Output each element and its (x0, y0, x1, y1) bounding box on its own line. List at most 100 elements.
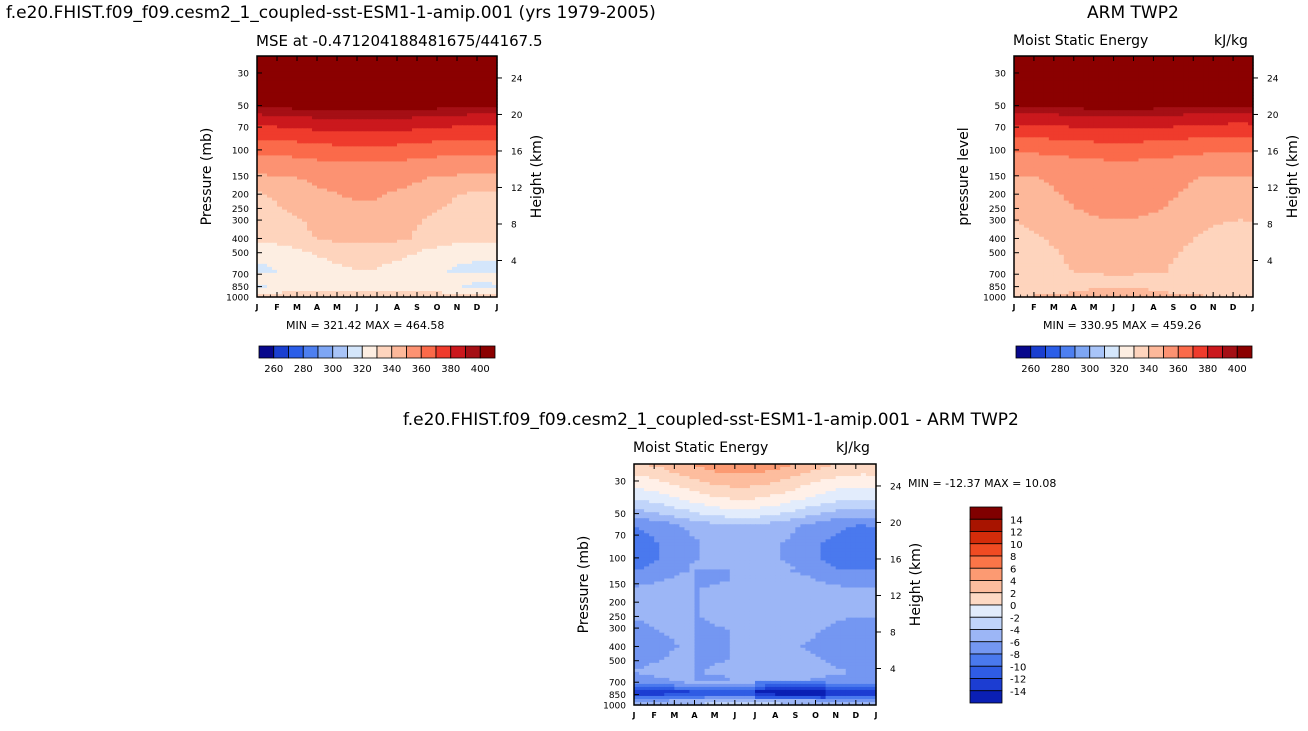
heatmap-cell (487, 215, 493, 220)
heatmap-cell (262, 68, 268, 72)
heatmap-cell (332, 173, 338, 178)
heatmap-cell (352, 203, 358, 208)
heatmap-cell (262, 59, 268, 63)
heatmap-cell (432, 59, 438, 63)
heatmap-cell (317, 68, 323, 72)
heatmap-cell (332, 98, 338, 102)
heatmap-cell (452, 116, 458, 120)
heatmap-cell (312, 146, 318, 150)
heatmap-cell (292, 134, 298, 138)
heatmap-cell (487, 83, 493, 87)
heatmap-cell (482, 59, 488, 63)
heatmap-cell (302, 152, 308, 157)
heatmap-cell (482, 164, 488, 169)
heatmap-cell (262, 188, 268, 193)
heatmap-cell (302, 182, 308, 187)
heatmap-cell (397, 104, 403, 108)
heatmap-cell (277, 86, 283, 90)
heatmap-cell (387, 107, 393, 111)
heatmap-cell (272, 74, 278, 78)
heatmap-cell (322, 164, 328, 169)
heatmap-cell (297, 107, 303, 111)
heatmap-cell (362, 122, 368, 126)
heatmap-cell (477, 164, 483, 169)
heatmap-cell (372, 113, 378, 117)
heatmap-cell (382, 104, 388, 108)
heatmap-cell (347, 110, 353, 114)
heatmap-cell (437, 143, 443, 147)
heatmap-cell (272, 77, 278, 81)
heatmap-cell (492, 206, 498, 211)
heatmap-cell (262, 92, 268, 96)
heatmap-cell (432, 65, 438, 69)
heatmap-cell (467, 134, 473, 138)
diff-subtitle-right: kJ/kg (836, 440, 870, 456)
heatmap-cell (322, 92, 328, 96)
heatmap-cell (477, 182, 483, 187)
heatmap-cell (357, 131, 363, 135)
heatmap-cell (417, 68, 423, 72)
heatmap-cell (262, 80, 268, 84)
heatmap-cell (362, 167, 368, 172)
heatmap-cell (312, 191, 318, 196)
heatmap-cell (352, 116, 358, 120)
heatmap-cell (322, 158, 328, 163)
heatmap-cell (407, 59, 413, 63)
heatmap-cell (282, 203, 288, 208)
heatmap-cell (447, 146, 453, 150)
heatmap-cell (327, 170, 333, 175)
heatmap-cell (282, 110, 288, 114)
heatmap-cell (407, 80, 413, 84)
heatmap-cell (467, 179, 473, 184)
heatmap-cell (407, 203, 413, 208)
heatmap-cell (462, 71, 468, 75)
heatmap-cell (337, 161, 343, 166)
heatmap-cell (282, 80, 288, 84)
heatmap-cell (397, 110, 403, 114)
heatmap-cell (297, 179, 303, 184)
heatmap-cell (442, 131, 448, 135)
x-tick-label: A (314, 303, 321, 312)
heatmap-cell (367, 98, 373, 102)
heatmap-cell (487, 158, 493, 163)
heatmap-cell (477, 68, 483, 72)
heatmap-cell (352, 170, 358, 175)
heatmap-cell (287, 170, 293, 175)
heatmap-cell (257, 83, 263, 87)
heatmap-cell (262, 167, 268, 172)
heatmap-cell (377, 89, 383, 93)
heatmap-cell (322, 197, 328, 202)
heatmap-cell (447, 170, 453, 175)
heatmap-cell (367, 182, 373, 187)
heatmap-cell (277, 185, 283, 190)
heatmap-cell (322, 71, 328, 75)
heatmap-cell (382, 215, 388, 220)
heatmap-cell (382, 170, 388, 175)
heatmap-cell (482, 218, 488, 223)
heatmap-cell (417, 152, 423, 157)
heatmap-cell (257, 179, 263, 184)
heatmap-cell (327, 215, 333, 220)
heatmap-cell (287, 218, 293, 223)
heatmap-cell (382, 128, 388, 132)
heatmap-cell (322, 104, 328, 108)
heatmap-cell (357, 182, 363, 187)
heatmap-cell (372, 206, 378, 211)
heatmap-cell (412, 218, 418, 223)
heatmap-cell (352, 167, 358, 172)
heatmap-cell (327, 143, 333, 147)
heatmap-cell (407, 146, 413, 150)
heatmap-cell (392, 212, 398, 217)
heatmap-cell (362, 218, 368, 223)
heatmap-cell (397, 194, 403, 199)
heatmap-cell (432, 197, 438, 202)
heatmap-cell (342, 143, 348, 147)
heatmap-cell (402, 152, 408, 157)
heatmap-cell (312, 65, 318, 69)
heatmap-cell (462, 59, 468, 63)
heatmap-cell (402, 71, 408, 75)
heatmap-cell (272, 95, 278, 99)
heatmap-cell (297, 206, 303, 211)
heatmap-cell (312, 137, 318, 141)
heatmap-cell (472, 200, 478, 205)
